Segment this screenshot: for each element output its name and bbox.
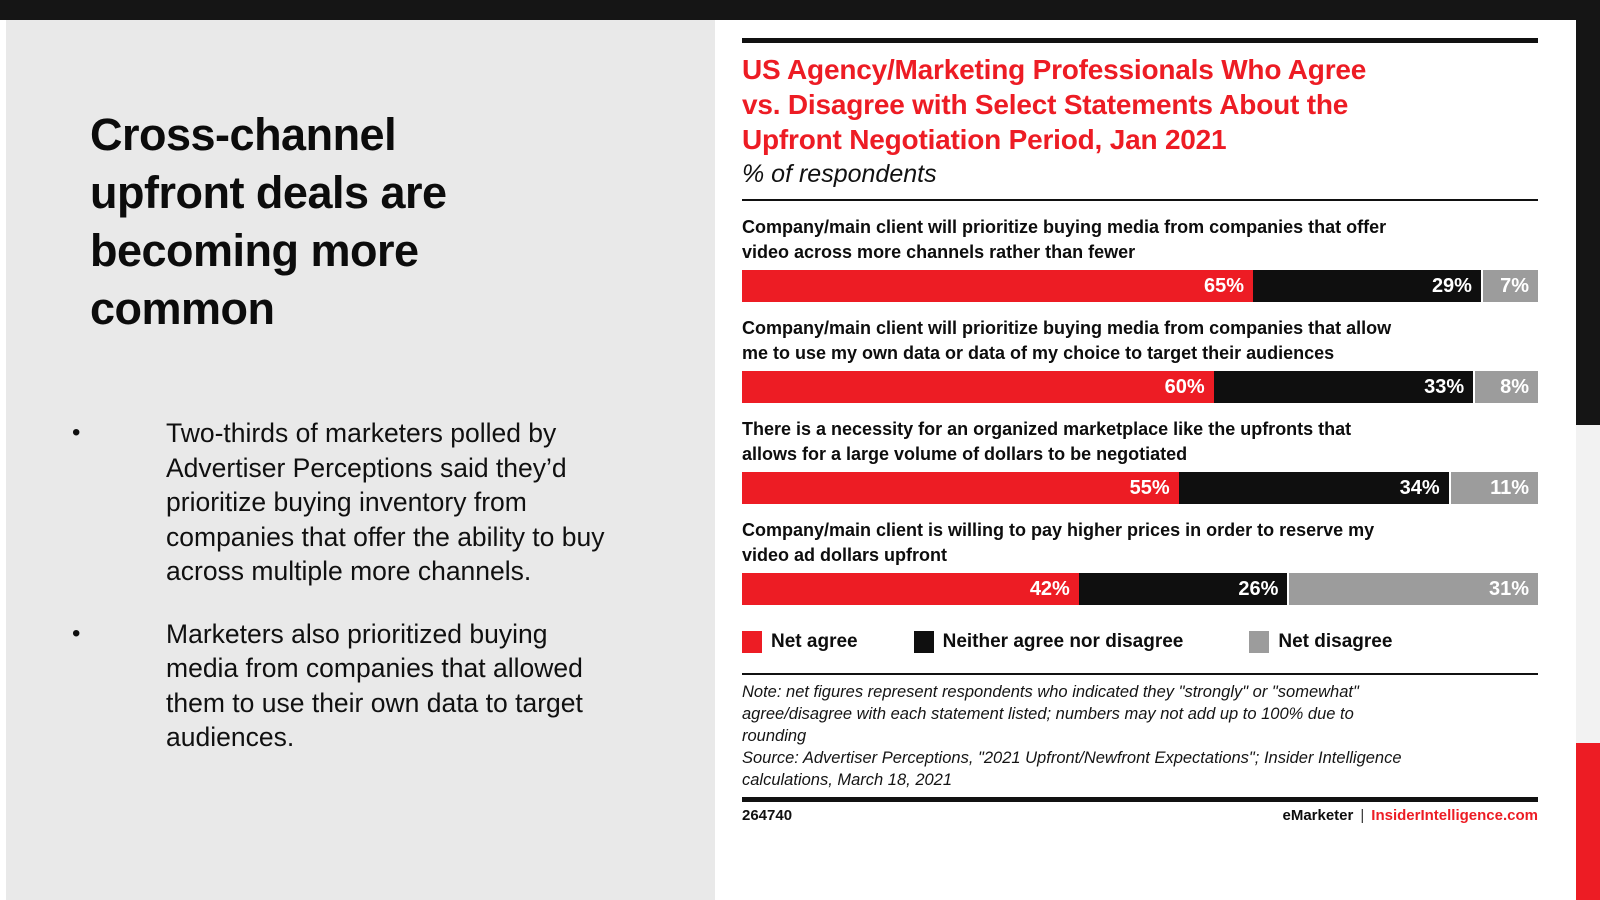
bar-value-label: 7% (1500, 274, 1529, 297)
chart-row: There is a necessity for an organized ma… (742, 417, 1538, 504)
bullet-marker: • (72, 419, 81, 446)
bullet-text: Two-thirds of marketers polled by Advert… (166, 418, 605, 586)
chart-id: 264740 (742, 806, 793, 824)
footnote-rule (742, 673, 1538, 675)
stacked-bar: 60% 33% 8% (742, 371, 1538, 403)
bar-value-label: 42% (1029, 577, 1070, 600)
bar-segment-net-agree: 60% (742, 371, 1214, 403)
legend-item-net-agree: Net agree (742, 631, 858, 653)
brand-emarketer: eMarketer (1282, 806, 1354, 824)
bar-value-label: 55% (1129, 476, 1170, 499)
bullet-item: • Two-thirds of marketers polled by Adve… (72, 416, 692, 589)
brand-lockup: eMarketer | InsiderIntelligence.com (1282, 807, 1538, 824)
chart-rows: Company/main client will prioritize buyi… (742, 215, 1538, 605)
bar-value-label: 33% (1424, 375, 1465, 398)
chart-top-rule (742, 38, 1538, 43)
bar-value-label: 8% (1500, 375, 1529, 398)
bar-segment-net-disagree: 31% (1287, 573, 1538, 605)
stacked-bar: 65% 29% 7% (742, 270, 1538, 302)
bar-value-label: 11% (1490, 476, 1529, 499)
chart-subtitle: % of respondents (742, 160, 937, 188)
statement-label: Company/main client will prioritize buyi… (742, 217, 1387, 262)
legend-swatch-neither-agree-nor-disagree (913, 631, 934, 653)
chart-footer: 264740 eMarketer | InsiderIntelligence.c… (742, 807, 1538, 824)
legend-label: Neither agree nor disagree (942, 631, 1184, 652)
chart-note: Note: net figures represent respondents … (742, 682, 1359, 745)
chart-header-rule (742, 199, 1538, 201)
bar-value-label: 31% (1488, 577, 1529, 600)
bullet-marker: • (72, 619, 81, 647)
bullet-text: Marketers also prioritized buying media … (166, 618, 583, 753)
chart-row: Company/main client will prioritize buyi… (742, 316, 1538, 403)
bar-segment-neither-agree-nor-disagree: 29% (1252, 270, 1481, 302)
top-bar (0, 0, 1600, 20)
chart-source: Source: Advertiser Perceptions, "2021 Up… (742, 748, 1402, 789)
chart-row: Company/main client will prioritize buyi… (742, 215, 1538, 302)
left-panel: Cross-channel upfront deals are becoming… (6, 20, 715, 900)
right-strip-black (1576, 20, 1600, 425)
chart-row: Company/main client is willing to pay hi… (742, 518, 1538, 605)
bar-value-label: 65% (1203, 274, 1244, 297)
bar-segment-net-agree: 55% (742, 472, 1179, 504)
bar-segment-neither-agree-nor-disagree: 26% (1078, 573, 1288, 605)
statement-label: Company/main client will prioritize buyi… (742, 318, 1392, 363)
legend-swatch-net-disagree (1249, 631, 1270, 653)
statement-label: There is a necessity for an organized ma… (742, 419, 1352, 464)
chart-title: US Agency/Marketing Professionals Who Ag… (742, 54, 1367, 155)
brand-divider: | (1360, 806, 1365, 824)
bar-value-label: 26% (1238, 577, 1279, 600)
chart-panel: US Agency/Marketing Professionals Who Ag… (742, 28, 1538, 824)
right-strip-red (1576, 743, 1600, 900)
legend-swatch-net-agree (742, 631, 762, 653)
bar-segment-net-agree: 42% (742, 573, 1079, 605)
legend-label: Net agree (771, 631, 858, 652)
bar-value-label: 34% (1399, 476, 1440, 499)
bar-segment-net-disagree: 8% (1473, 371, 1538, 403)
legend-label: Net disagree (1278, 631, 1393, 652)
bar-segment-net-disagree: 7% (1480, 270, 1538, 302)
legend-item-neither-agree-nor-disagree: Neither agree nor disagree (913, 631, 1184, 653)
bar-segment-neither-agree-nor-disagree: 34% (1178, 472, 1449, 504)
stacked-bar: 55% 34% 11% (742, 472, 1538, 504)
stacked-bar: 42% 26% 31% (742, 573, 1538, 605)
legend-item-net-disagree: Net disagree (1249, 631, 1392, 653)
chart-bottom-rule (742, 796, 1538, 802)
bar-segment-net-disagree: 11% (1448, 472, 1538, 504)
chart-legend: Net agree Neither agree nor disagree Net d… (742, 631, 1538, 653)
bar-segment-neither-agree-nor-disagree: 33% (1213, 371, 1474, 403)
slide-title: Cross-channel upfront deals are becoming… (90, 109, 447, 334)
bullet-list: • Two-thirds of marketers polled by Adve… (72, 416, 692, 783)
bar-segment-net-agree: 65% (742, 270, 1253, 302)
statement-label: Company/main client is willing to pay hi… (742, 520, 1375, 565)
brand-link[interactable]: InsiderIntelligence.com (1371, 806, 1538, 824)
bar-value-label: 60% (1164, 375, 1205, 398)
bar-value-label: 29% (1431, 274, 1472, 297)
bullet-item: • Marketers also prioritized buying medi… (72, 617, 692, 755)
right-strip-gray (1576, 425, 1600, 743)
